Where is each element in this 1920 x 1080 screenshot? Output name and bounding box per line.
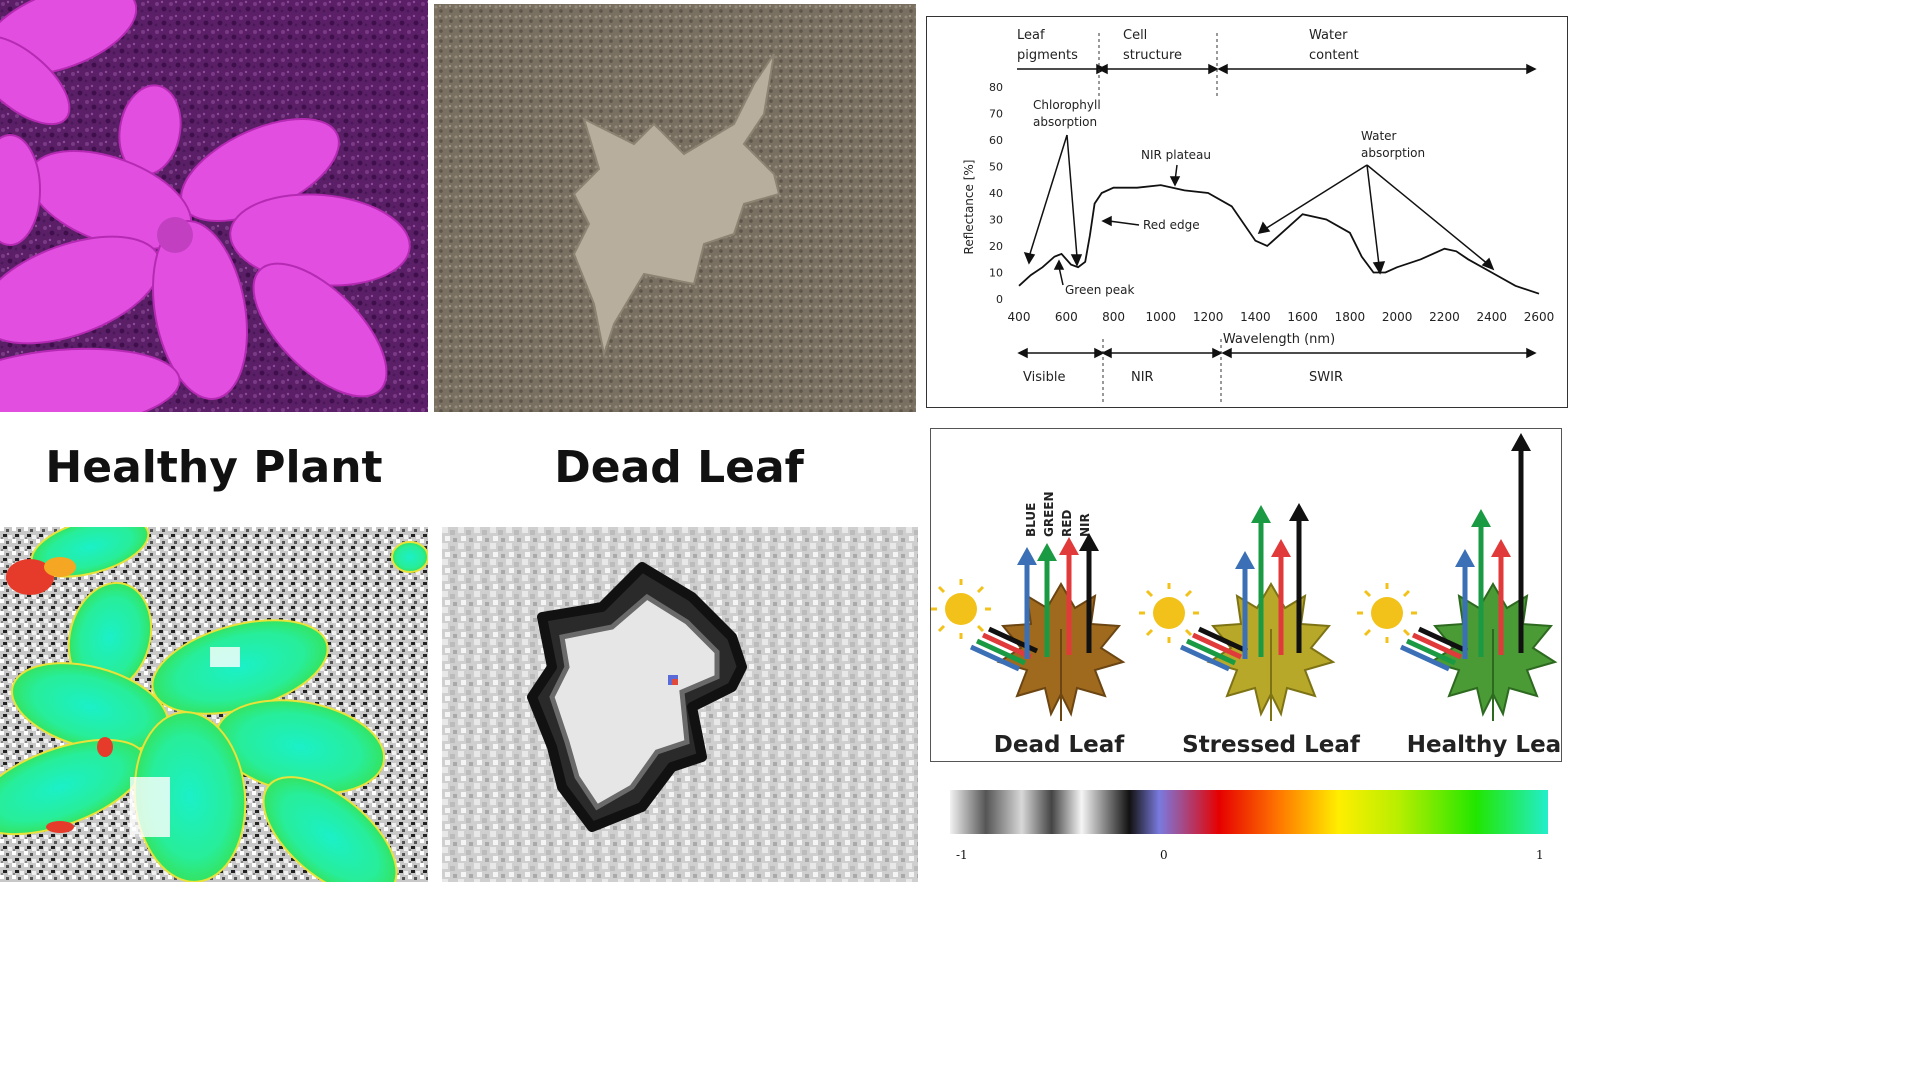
x-tick-label: 2200 — [1429, 310, 1460, 324]
top-region-arrows — [1017, 63, 1537, 75]
x-tick-label: 1000 — [1146, 310, 1177, 324]
healthy-plant-label: Healthy Plant — [45, 442, 383, 493]
reflectance-curve — [1018, 184, 1540, 295]
region-water-content-line2: content — [1309, 48, 1359, 63]
caption-stressed-leaf: Stressed Leaf — [1182, 732, 1361, 758]
x-tick-label: 1800 — [1335, 310, 1366, 324]
y-tick-label: 50 — [989, 161, 1003, 174]
ramp-tick-zero: 0 — [1160, 848, 1168, 862]
dead-leaf-label: Dead Leaf — [554, 442, 804, 493]
annotation-water-line2: absorption — [1361, 146, 1425, 160]
sun-icon — [1137, 581, 1201, 645]
dead-leaf-ndvi-image — [442, 527, 918, 882]
leaf-reflectance-illustration: BLUE GREEN RED NIR Dea — [930, 428, 1562, 762]
region-cell-structure-line2: structure — [1123, 48, 1182, 63]
y-tick-labels: 0 10 20 30 40 50 60 70 80 — [989, 81, 1003, 306]
caption-healthy-leaf: Healthy Leaf — [1407, 732, 1562, 758]
band-visible-label: Visible — [1023, 370, 1065, 385]
y-tick-label: 60 — [989, 134, 1003, 147]
region-water-content-line1: Water — [1309, 28, 1348, 43]
annotation-chlorophyll-line1: Chlorophyll — [1033, 98, 1101, 112]
healthy-plant-nir-image — [0, 0, 428, 412]
band-swir-label: SWIR — [1309, 370, 1343, 385]
y-axis-label: Reflectance [%] — [962, 160, 976, 255]
band-label-red: RED — [1060, 510, 1074, 537]
spectral-reflectance-chart: Leaf pigments Cell structure Water conte… — [926, 16, 1568, 408]
band-label-blue: BLUE — [1024, 503, 1038, 537]
x-tick-label: 2400 — [1476, 310, 1507, 324]
sun-icon — [931, 577, 993, 641]
x-axis-label: Wavelength (nm) — [1223, 332, 1335, 347]
dead-leaf-image — [434, 4, 916, 412]
x-tick-labels: 400 600 800 1000 1200 1400 1600 1800 2000 2200 240… — [1008, 310, 1555, 324]
annotation-red-edge: Red edge — [1143, 218, 1200, 232]
dead-leaf-illustration: Dead Leaf — [931, 533, 1125, 758]
healthy-leaf-illustration: Healthy Leaf — [1355, 433, 1562, 758]
annotation-arrows — [1023, 134, 1495, 286]
annotation-nir-plateau: NIR plateau — [1141, 148, 1211, 162]
annotation-water-line1: Water — [1361, 129, 1397, 143]
y-tick-label: 30 — [989, 214, 1003, 227]
y-tick-label: 80 — [989, 81, 1003, 94]
ramp-tick-max: 1 — [1536, 848, 1544, 862]
annotation-green-peak: Green peak — [1065, 283, 1135, 297]
region-cell-structure-line1: Cell — [1123, 28, 1147, 43]
region-dividers — [1098, 33, 1218, 97]
ndvi-color-ramp — [950, 790, 1548, 834]
caption-dead-leaf: Dead Leaf — [994, 732, 1125, 758]
y-tick-label: 0 — [996, 293, 1003, 306]
band-arrows — [1017, 347, 1537, 359]
band-label-green: GREEN — [1042, 491, 1056, 537]
region-leaf-pigments-line2: pigments — [1017, 48, 1078, 63]
region-leaf-pigments-line1: Leaf — [1017, 28, 1045, 43]
x-tick-label: 2000 — [1382, 310, 1413, 324]
y-tick-label: 70 — [989, 108, 1003, 121]
x-tick-label: 800 — [1102, 310, 1125, 324]
x-tick-label: 1600 — [1287, 310, 1318, 324]
y-tick-label: 10 — [989, 267, 1003, 280]
x-tick-label: 1400 — [1240, 310, 1271, 324]
ramp-tick-min: -1 — [956, 848, 968, 862]
x-tick-label: 600 — [1055, 310, 1078, 324]
band-label-nir: NIR — [1078, 513, 1092, 537]
x-tick-label: 400 — [1008, 310, 1031, 324]
y-tick-label: 20 — [989, 240, 1003, 253]
y-tick-label: 40 — [989, 187, 1003, 200]
x-tick-label: 2600 — [1524, 310, 1555, 324]
healthy-plant-ndvi-image — [0, 527, 428, 882]
annotation-chlorophyll-line2: absorption — [1033, 115, 1097, 129]
x-tick-label: 1200 — [1193, 310, 1224, 324]
band-nir-label: NIR — [1131, 370, 1154, 385]
stressed-leaf-illustration: Stressed Leaf — [1137, 503, 1361, 758]
sun-icon — [1355, 581, 1419, 645]
